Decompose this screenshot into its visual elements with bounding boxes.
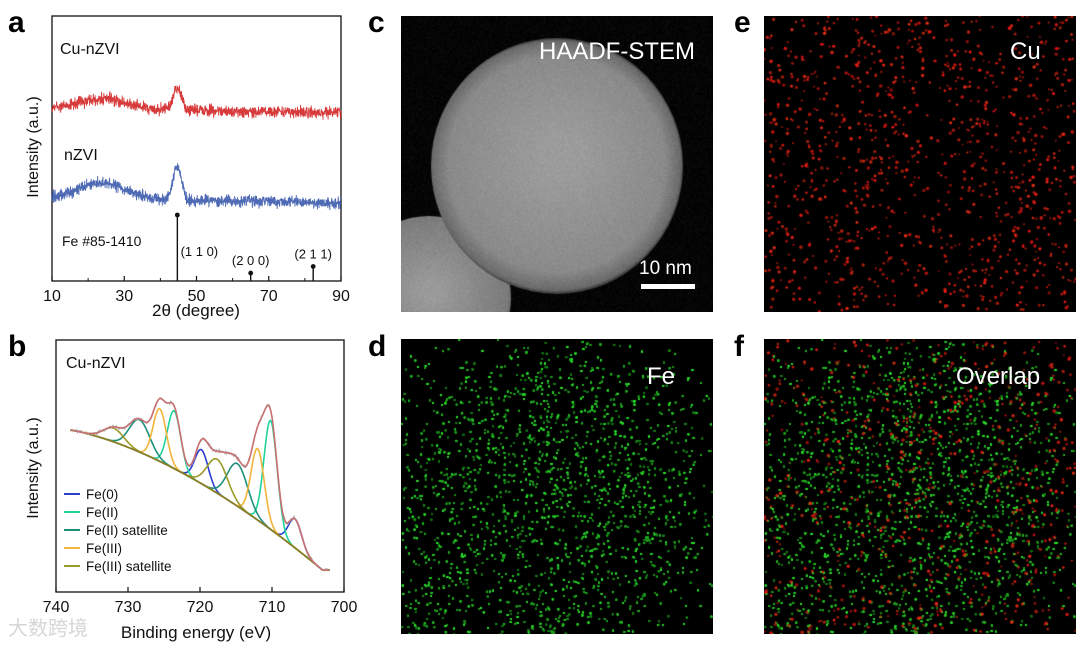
panel-letter-f: f: [734, 330, 744, 363]
xrd-series-label-cu-nzvi: Cu-nZVI: [60, 41, 120, 58]
xps-chart: Cu-nZVI Fe(0) Fe(II) Fe(II) satellite Fe(II…: [25, 339, 358, 642]
xrd-reference-peak-dot: [248, 270, 254, 276]
xps-background-line: [70, 429, 330, 571]
scale-bar: [641, 284, 695, 289]
haadf-stem-label: HAADF-STEM: [539, 38, 695, 65]
cu-map-image: Cu: [764, 16, 1076, 312]
xps-xtick-label: 720: [187, 599, 214, 616]
xps-legend-label: Fe(II) satellite: [86, 523, 168, 538]
xps-envelope-fit: [70, 397, 329, 571]
xps-legend-label: Fe(0): [86, 487, 118, 502]
xps-xlabel: Binding energy (eV): [121, 623, 271, 642]
xrd-xtick-label: 10: [43, 288, 61, 305]
xrd-xtick-label: 50: [188, 288, 206, 305]
cu-map-label: Cu: [1010, 38, 1041, 65]
fe-map-label: Fe: [647, 363, 676, 390]
panel-letter-c: c: [368, 6, 385, 39]
xrd-reference-peak-label: (2 1 1): [294, 246, 332, 261]
xrd-series-label-nzvi: nZVI: [64, 147, 98, 164]
xrd-ylabel: Intensity (a.u.): [25, 96, 42, 197]
xps-legend-label: Fe(III): [86, 541, 122, 556]
xps-xtick-label: 710: [259, 599, 286, 616]
xrd-xtick-label: 30: [115, 288, 133, 305]
xrd-xtick-label: 70: [260, 288, 278, 305]
haadf-stem-image: HAADF-STEM 10 nm: [401, 16, 713, 312]
xps-legend-label: Fe(III) satellite: [86, 559, 172, 574]
panel-letter-e: e: [734, 6, 751, 39]
panel-letter-b: b: [8, 330, 27, 363]
xps-ylabel: Intensity (a.u.): [25, 417, 42, 518]
xrd-trace-cu-nzvi: [51, 85, 342, 120]
xps-title: Cu-nZVI: [66, 355, 126, 372]
fe-map-image: Fe: [401, 339, 713, 634]
xps-xtick-label: 700: [331, 599, 358, 616]
xrd-reference-peak-label: (2 0 0): [232, 253, 270, 268]
xrd-xlabel: 2θ (degree): [152, 301, 240, 320]
xrd-trace-nzvi: [51, 163, 342, 211]
overlap-map-image: Overlap: [764, 339, 1076, 634]
xrd-reference-label: Fe #85-1410: [62, 233, 142, 249]
xrd-xtick-label: 90: [332, 288, 350, 305]
xps-xtick-label: 730: [115, 599, 142, 616]
xrd-reference-peak-dot: [174, 212, 180, 218]
overlap-map-label: Overlap: [956, 363, 1041, 390]
xrd-reference-peak-dot: [310, 264, 316, 269]
panel-letter-a: a: [8, 6, 25, 39]
scale-bar-label: 10 nm: [639, 258, 692, 279]
xrd-reference-peak-label: (1 1 0): [181, 244, 219, 259]
panel-letter-d: d: [368, 330, 387, 363]
xps-legend-label: Fe(II): [86, 505, 118, 520]
watermark-text: 大数跨境: [8, 618, 88, 640]
xps-xtick-label: 740: [43, 599, 70, 616]
xrd-chart: Cu-nZVI nZVI Fe #85-1410 (1 1 0) (2 0 0) (…: [25, 15, 350, 320]
